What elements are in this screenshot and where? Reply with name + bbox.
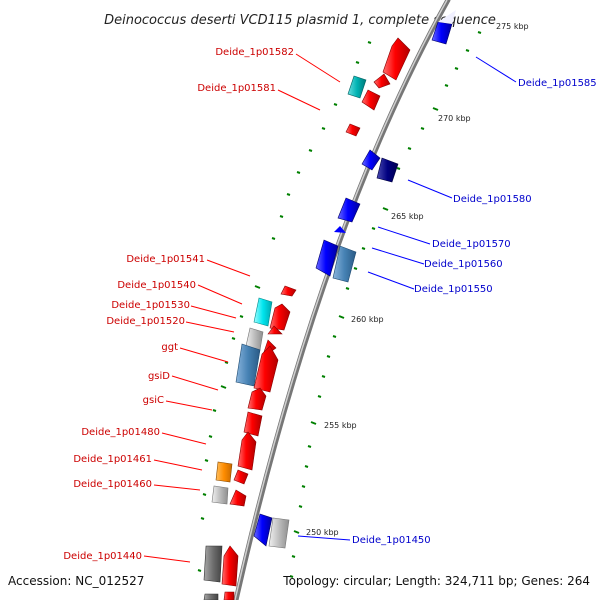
accession-text: Accession: NC_012527: [8, 574, 144, 588]
gene-Deide_1p01440: [221, 545, 239, 587]
gene-Deide_1p01560: [315, 239, 339, 277]
gene-Deide_1p01460-gray: [211, 485, 229, 505]
label-gsiD: gsiD: [148, 371, 170, 382]
gene-Deide_1p01480: [237, 431, 257, 471]
tick-255: 255 kbp: [324, 421, 357, 430]
gene-Deide_1p01581-a: [361, 89, 381, 111]
gene-gsiC: [247, 387, 267, 411]
gene-Deide_1p01550: [332, 245, 357, 283]
gene-Deide_1p01585-head: [438, 10, 456, 24]
gene-Deide_1p01440-dgray: [203, 545, 223, 583]
gene-Deide_1p01540-cyan: [253, 297, 273, 327]
gene-gsiD: [253, 345, 279, 393]
label-Deide_1p01440: Deide_1p01440: [63, 551, 142, 562]
gene-Deide_1p01450-a: [253, 513, 273, 547]
leaders-forward: [143, 53, 341, 563]
label-Deide_1p01540: Deide_1p01540: [117, 280, 196, 291]
gene-bottom-red: [223, 591, 235, 600]
gene-bottom-dgray: [203, 593, 219, 600]
gene-Deide_1p01582-c: [347, 75, 367, 99]
label-Deide_1p01461: Deide_1p01461: [73, 454, 152, 465]
label-Deide_1p01541: Deide_1p01541: [126, 254, 205, 265]
labels-reverse: Deide_1p01585 Deide_1p01580 Deide_1p0157…: [352, 78, 597, 546]
map-title: Deinococcus deserti VCD115 plasmid 1, co…: [104, 13, 496, 28]
genes-reverse: [253, 10, 456, 549]
tick-260: 260 kbp: [351, 315, 384, 324]
gene-gsiC-b: [243, 411, 263, 437]
tick-270: 270 kbp: [438, 114, 471, 123]
tick-265: 265 kbp: [391, 212, 424, 221]
gene-Deide_1p01520-a: [267, 325, 283, 335]
leaders-reverse: [297, 56, 517, 541]
label-Deide_1p01585: Deide_1p01585: [518, 78, 597, 89]
label-Deide_1p01460: Deide_1p01460: [73, 479, 152, 490]
gc-dots-outer: [289, 31, 482, 578]
gene-Deide_1p01530: [269, 303, 291, 331]
label-Deide_1p01560: Deide_1p01560: [424, 259, 503, 270]
label-Deide_1p01581: Deide_1p01581: [197, 83, 276, 94]
gene-Deide_1p01580: [361, 149, 381, 171]
gene-Deide_1p01450-b: [268, 517, 290, 549]
label-Deide_1p01550: Deide_1p01550: [414, 284, 493, 295]
label-Deide_1p01570: Deide_1p01570: [432, 239, 511, 250]
gene-Deide_1p01581-b: [345, 123, 361, 137]
label-Deide_1p01520: Deide_1p01520: [106, 316, 185, 327]
gene-Deide_1p01582-b: [373, 73, 391, 89]
gene-Deide_1p01582-a: [382, 37, 411, 81]
gc-dots-inner: [197, 41, 372, 572]
genes-forward: [203, 37, 411, 600]
summary-text: Topology: circular; Length: 324,711 bp; …: [282, 574, 590, 588]
gene-Deide_1p01461-orange: [215, 461, 233, 483]
gene-gsiD-steel: [235, 343, 261, 387]
label-gsiC: gsiC: [143, 395, 164, 406]
tick-labels: 275 kbp 270 kbp 265 kbp 260 kbp 255 kbp …: [306, 22, 529, 537]
gene-Deide_1p01461: [233, 469, 249, 485]
labels-forward: Deide_1p01582 Deide_1p01581 Deide_1p0154…: [63, 47, 294, 562]
label-Deide_1p01450: Deide_1p01450: [352, 535, 431, 546]
label-Deide_1p01480: Deide_1p01480: [81, 427, 160, 438]
gene-Deide_1p01541: [280, 285, 297, 297]
gene-Deide_1p01580-b: [376, 157, 399, 183]
label-ggt: ggt: [161, 342, 178, 353]
gene-Deide_1p01570: [337, 197, 361, 223]
tick-250: 250 kbp: [306, 528, 339, 537]
label-Deide_1p01580: Deide_1p01580: [453, 194, 532, 205]
gene-Deide_1p01460: [229, 489, 247, 507]
label-Deide_1p01582: Deide_1p01582: [215, 47, 294, 58]
gene-Deide_1p01570-b: [334, 226, 346, 233]
tick-275: 275 kbp: [496, 22, 529, 31]
label-Deide_1p01530: Deide_1p01530: [111, 300, 190, 311]
